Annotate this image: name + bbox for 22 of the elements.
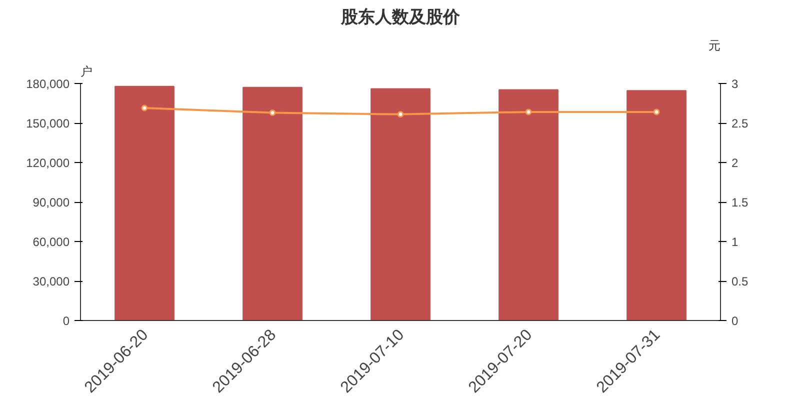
y2-tick-label: 1.5 — [732, 196, 749, 210]
y-tick-label: 150,000 — [26, 116, 70, 130]
y2-axis-title: 元 — [708, 38, 720, 52]
point — [525, 108, 532, 116]
y2-tick-label: 0.5 — [732, 274, 749, 288]
y-tick-label: 0 — [62, 314, 70, 328]
y2-tick-label: 1 — [732, 235, 738, 249]
point — [141, 104, 148, 112]
y2-tick-label: 2.5 — [732, 116, 749, 130]
point — [653, 108, 660, 116]
chart-title: 股东人数及股价 — [340, 8, 461, 26]
y-tick-label: 120,000 — [26, 156, 70, 170]
y2-tick-label: 3 — [732, 77, 738, 91]
y-tick-label: 90,000 — [32, 196, 70, 210]
y-tick-label: 180,000 — [26, 77, 70, 91]
y2-tick-label: 0 — [732, 314, 738, 328]
point — [269, 109, 276, 116]
y-tick-label: 30,000 — [32, 274, 70, 288]
point — [397, 111, 404, 118]
y2-tick-label: 2 — [732, 156, 738, 170]
y-tick-label: 60,000 — [32, 235, 70, 249]
y-axis-title: 户 — [80, 64, 92, 78]
